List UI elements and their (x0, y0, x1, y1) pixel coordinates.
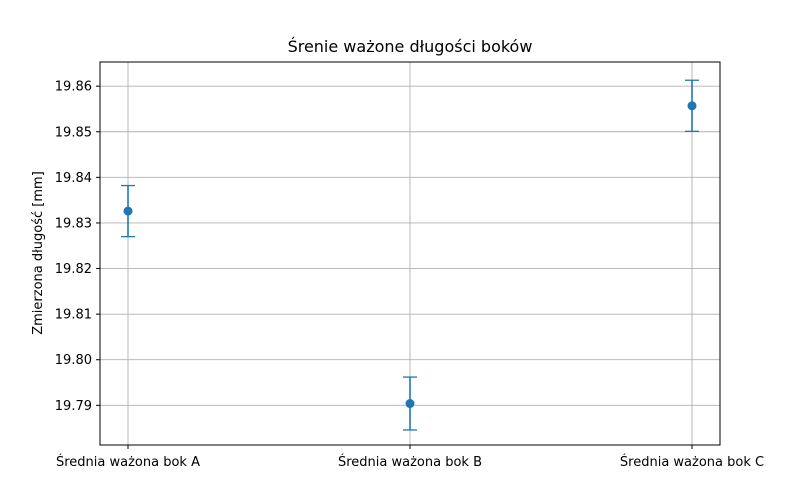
x-tick-label: Średnia ważona bok A (56, 454, 200, 470)
x-tick-label: Średnia ważona bok C (620, 454, 764, 470)
y-tick-label: 19.79 (55, 399, 92, 414)
y-tick-label: 19.82 (55, 262, 92, 277)
data-point (687, 101, 697, 111)
y-tick-label: 19.80 (55, 353, 92, 368)
y-tick-label: 19.83 (55, 216, 92, 231)
y-tick-label: 19.86 (55, 80, 92, 95)
y-tick-label: 19.85 (55, 125, 92, 140)
y-axis-label: Zmierzona długość [mm] (31, 171, 46, 335)
x-tick-label: Średnia ważona bok B (338, 454, 482, 470)
y-tick-label: 19.84 (55, 171, 92, 186)
data-point (405, 399, 415, 409)
data-point (123, 206, 133, 216)
data-marks (121, 79, 699, 431)
y-tick-label: 19.81 (55, 308, 92, 323)
chart-title: Śrenie ważone długości boków (288, 37, 533, 56)
axis-ticks: 19.79 19.80 19.81 19.82 19.83 19.84 19.85 19.86… (55, 80, 764, 470)
